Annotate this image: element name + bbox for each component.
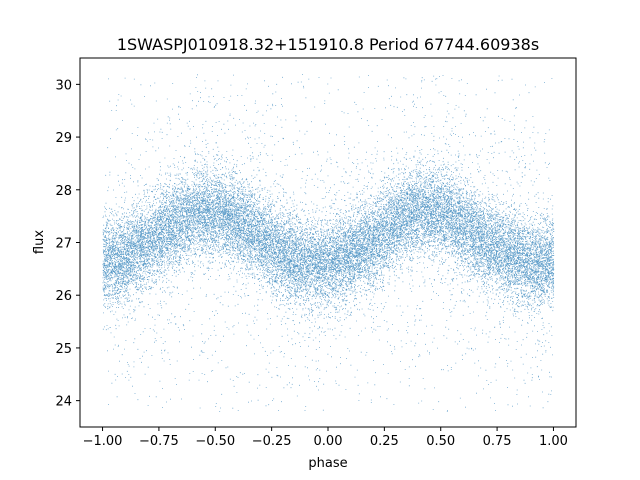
x-tick-label: −0.75 [139,434,179,449]
y-tick-label: 26 [55,289,72,304]
y-tick-label: 30 [55,78,72,93]
x-tick-label: −1.00 [83,434,123,449]
chart-title: 1SWASPJ010918.32+151910.8 Period 67744.6… [117,35,539,54]
y-axis: 24 25 26 27 28 29 30 [55,78,80,410]
x-axis: −1.00 −0.75 −0.50 −0.25 0.00 0.25 0.50 0.75 1.00 [83,427,568,449]
x-tick-label: 0.00 [314,434,343,449]
x-tick-label: −0.25 [252,434,292,449]
scatter-points [102,74,555,412]
x-tick-label: 0.25 [370,434,399,449]
x-tick-label: −0.50 [195,434,235,449]
x-tick-label: 1.00 [539,434,568,449]
y-axis-label: flux [32,230,47,254]
y-tick-label: 28 [55,184,72,199]
data-points [102,74,555,412]
y-tick-label: 27 [55,237,72,252]
y-tick-label: 25 [55,342,72,357]
x-tick-label: 0.50 [426,434,455,449]
y-tick-label: 24 [55,395,72,410]
x-tick-label: 0.75 [483,434,512,449]
x-axis-label: phase [308,456,347,471]
y-tick-label: 29 [55,131,72,146]
